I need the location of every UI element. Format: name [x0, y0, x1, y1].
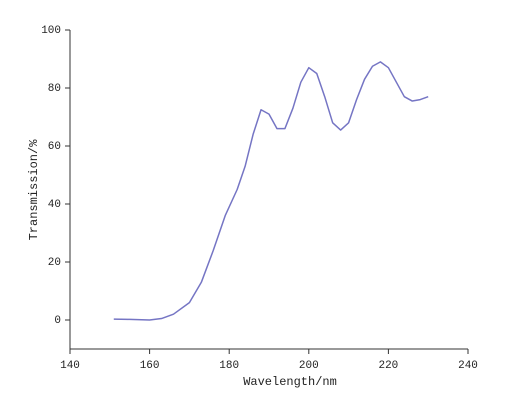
x-tick-label: 140 — [60, 360, 80, 372]
data-line — [113, 61, 429, 321]
x-tick-label: 240 — [458, 360, 478, 372]
x-tick-label: 220 — [378, 360, 398, 372]
x-tick-label: 180 — [219, 360, 239, 372]
y-tick-label: 40 — [48, 199, 61, 211]
x-axis-label: Wavelength/nm — [243, 375, 337, 389]
y-axis-label: Transmission/% — [27, 139, 41, 241]
y-tick-label: 0 — [54, 315, 61, 327]
x-tick-label: 160 — [140, 360, 160, 372]
y-tick-label: 100 — [41, 25, 61, 37]
x-tick-label: 200 — [299, 360, 319, 372]
y-tick-label: 80 — [48, 83, 61, 95]
y-tick-label: 60 — [48, 141, 61, 153]
y-tick-label: 20 — [48, 257, 61, 269]
